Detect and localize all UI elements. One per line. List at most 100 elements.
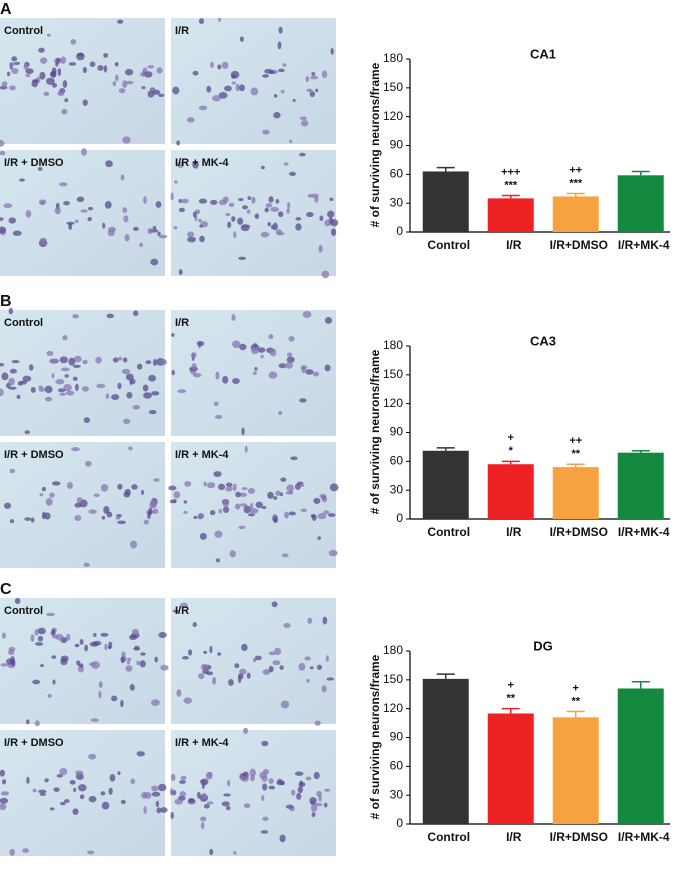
cell: [274, 647, 282, 656]
cell: [311, 811, 316, 818]
cell: [32, 79, 39, 83]
cell: [286, 352, 293, 357]
micrograph: Control: [0, 307, 168, 436]
cell: [147, 65, 155, 69]
cell: [276, 232, 285, 236]
cell: [224, 85, 232, 92]
cell: [160, 359, 168, 366]
cell: [310, 803, 318, 812]
cell: [0, 226, 7, 234]
cell: [39, 237, 47, 242]
cell: [63, 799, 70, 803]
cell: [6, 658, 15, 665]
cell: [123, 215, 129, 223]
y-tick-label: 30: [390, 787, 404, 801]
cell: [117, 483, 123, 490]
cell: [317, 513, 327, 520]
cell: [325, 655, 329, 662]
cell: [327, 210, 335, 218]
cell: [264, 207, 269, 213]
cell: [66, 390, 75, 396]
cell: [171, 333, 175, 337]
cell: [203, 803, 210, 809]
significance-label: ++: [569, 164, 582, 176]
cell: [200, 821, 205, 830]
cell: [140, 72, 146, 77]
cell: [152, 358, 158, 366]
micrograph-label: I/R: [175, 605, 189, 617]
micrograph-bg: [171, 18, 336, 144]
cell: [228, 679, 234, 686]
cell: [282, 63, 287, 67]
cell: [222, 375, 229, 384]
cell: [278, 363, 287, 369]
cell: [125, 80, 134, 85]
cell: [313, 771, 320, 780]
cell: [20, 380, 27, 385]
cell: [35, 642, 44, 646]
cell: [225, 805, 231, 811]
cell: [233, 851, 237, 855]
cell: [299, 398, 307, 403]
significance-label: +: [508, 680, 514, 692]
cell: [136, 363, 143, 370]
y-axis-label: # of surviving neurons/frame: [368, 62, 382, 227]
cell: [1, 81, 8, 88]
y-tick-label: 60: [390, 759, 404, 773]
cell: [79, 638, 84, 645]
cell: [103, 53, 109, 58]
cell: [262, 816, 269, 821]
bar: [552, 467, 599, 519]
cell: [63, 201, 70, 206]
cell: [275, 490, 282, 496]
cell: [0, 663, 9, 667]
x-tick-label: I/R+DMSO: [550, 238, 608, 252]
cell: [311, 72, 316, 76]
cell: [127, 446, 133, 451]
cell: [262, 669, 271, 675]
cell: [228, 202, 235, 208]
cell: [272, 514, 278, 522]
cell: [117, 382, 122, 390]
cell: [297, 786, 303, 794]
cell: [323, 802, 328, 808]
chart-title: DG: [533, 638, 553, 653]
cell: [90, 718, 99, 722]
cell: [305, 776, 312, 781]
cell: [283, 162, 289, 166]
cell: [168, 485, 177, 491]
cell: [62, 80, 68, 88]
cell: [38, 385, 43, 389]
cell: [295, 483, 301, 490]
cell: [172, 609, 180, 613]
x-tick-label: Control: [427, 525, 470, 539]
micrograph-label: Control: [4, 317, 43, 329]
cell: [1, 632, 6, 639]
cell: [77, 52, 84, 57]
cell: [203, 481, 207, 487]
y-tick-label: 180: [383, 51, 403, 65]
cell: [87, 206, 94, 211]
cell: [298, 662, 306, 671]
cell: [223, 793, 231, 797]
cell: [142, 384, 149, 392]
cell: [143, 519, 149, 525]
cell: [72, 376, 78, 381]
cell: [105, 160, 113, 168]
cell: [148, 409, 157, 415]
cell: [261, 794, 265, 802]
cell: [143, 392, 152, 399]
cell: [246, 672, 251, 679]
x-tick-label: Control: [427, 830, 470, 844]
x-tick-label: I/R+MK-4: [618, 830, 670, 844]
cell: [267, 491, 274, 499]
cell: [68, 357, 76, 366]
cell: [46, 33, 51, 37]
cell: [72, 364, 81, 368]
cell: [62, 335, 68, 341]
cell: [288, 336, 295, 342]
x-tick-label: I/R: [506, 525, 522, 539]
cell: [122, 136, 131, 144]
cell: [199, 532, 207, 540]
x-tick-label: I/R+MK-4: [618, 525, 670, 539]
